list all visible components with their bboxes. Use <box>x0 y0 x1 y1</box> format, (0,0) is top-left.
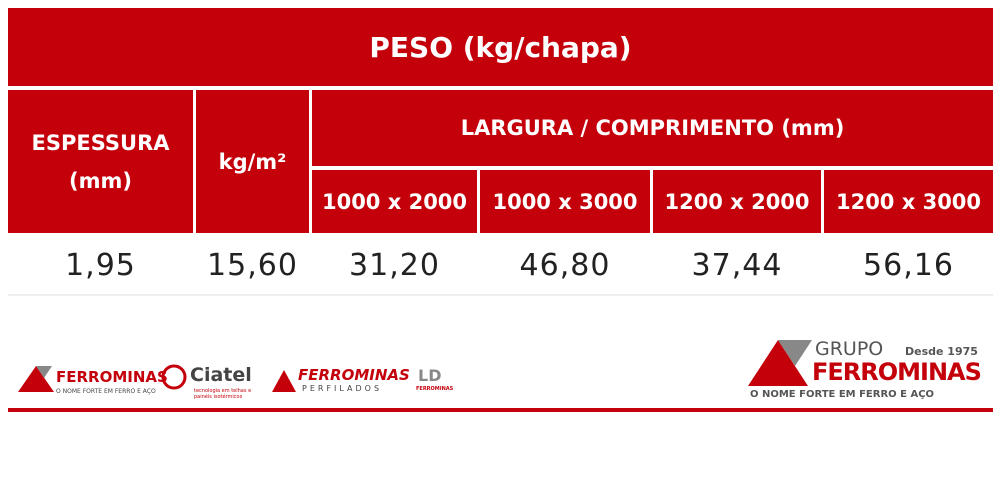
logo-icon <box>36 366 52 378</box>
logo-tagline: tecnologia em telhas e painéis isotérmic… <box>194 388 252 400</box>
subheader: 1200 x 2000 <box>653 170 821 233</box>
group-tagline: O NOME FORTE EM FERRO E AÇO <box>750 389 935 400</box>
logo-name: FERROMINAS <box>56 368 168 386</box>
subheader: 1000 x 3000 <box>480 170 650 233</box>
logos <box>8 340 993 412</box>
cell: 37,44 <box>691 247 783 283</box>
logo-tagline: PERFILADOS <box>302 384 383 393</box>
group-prefix: GRUPO <box>815 338 884 360</box>
logo-tagline: FERROMINAS <box>416 386 454 392</box>
group-since: Desde 1975 <box>905 345 978 358</box>
subheader: 1200 x 3000 <box>824 170 993 233</box>
cell: 15,60 <box>207 247 298 283</box>
table-title: PESO (kg/chapa) <box>8 8 993 86</box>
cell: 56,16 <box>863 247 954 283</box>
header: LARGURA / COMPRIMENTO (mm) <box>312 90 993 166</box>
logo-name: Ciatel <box>190 364 252 386</box>
header: ESPESSURA <box>31 130 170 155</box>
header: kg/m² <box>196 90 309 233</box>
divider <box>8 408 993 412</box>
logo-tagline: O NOME FORTE EM FERRO E AÇO <box>56 388 156 395</box>
row-border <box>8 294 993 296</box>
logo-icon <box>18 366 54 392</box>
subheader: 1000 x 2000 <box>312 170 477 233</box>
logo-name: FERROMINAS <box>298 366 410 384</box>
logo-icon <box>272 370 296 392</box>
header: (mm) <box>69 168 132 193</box>
logo-icon <box>748 340 808 386</box>
logo-icon <box>778 340 812 366</box>
cell: 1,95 <box>65 247 136 283</box>
cell: 46,80 <box>519 247 611 283</box>
logo-icon <box>161 364 187 390</box>
logo-name: LD <box>418 366 442 385</box>
header-cell: ESPESSURA (mm) <box>8 90 193 233</box>
cell: 31,20 <box>349 247 440 283</box>
group-name: FERROMINAS <box>812 358 982 386</box>
